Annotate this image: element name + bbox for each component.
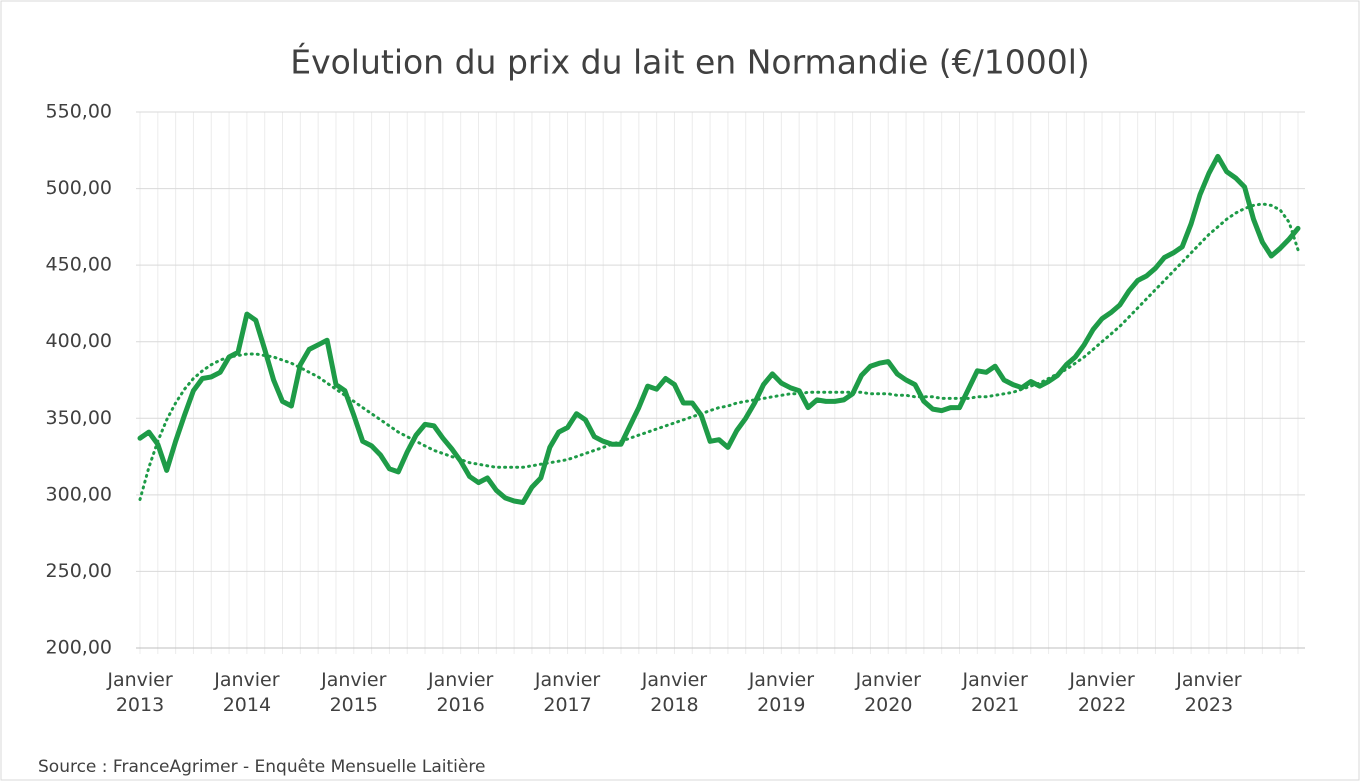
x-tick-label-line: Janvier [961, 669, 1028, 691]
x-tick-label-line: 2021 [971, 694, 1019, 716]
y-tick-label: 450,00 [46, 254, 112, 276]
x-tick-label: Janvier 2017 [534, 669, 601, 716]
x-tick-label: Janvier 2014 [213, 669, 280, 716]
x-tick-label: Janvier 2013 [106, 669, 173, 716]
y-tick-label: 250,00 [46, 560, 112, 582]
x-tick-label: Janvier 2023 [1175, 669, 1242, 716]
x-tick-label-line: Janvier [1175, 669, 1242, 691]
chart-title: Évolution du prix du lait en Normandie (… [290, 42, 1090, 82]
x-tick-label-line: 2023 [1185, 694, 1233, 716]
x-tick-label-line: Janvier [213, 669, 280, 691]
x-tick-label-line: Janvier [320, 669, 387, 691]
x-tick-label-line: 2019 [757, 694, 805, 716]
x-tick-label: Janvier 2021 [961, 669, 1028, 716]
x-tick-label: Janvier 2016 [427, 669, 494, 716]
x-tick-label-line: Janvier [106, 669, 173, 691]
data-line [137, 153, 1301, 505]
x-tick-label-line: 2014 [223, 694, 271, 716]
x-tick-label-line: Janvier [427, 669, 494, 691]
x-tick-label-line: Janvier [855, 669, 922, 691]
x-tick-label-line: 2015 [330, 694, 378, 716]
x-tick-label-line: 2018 [650, 694, 698, 716]
x-tick-label: Janvier 2020 [855, 669, 922, 716]
y-tick-label: 200,00 [46, 637, 112, 659]
x-tick-label-line: Janvier [534, 669, 601, 691]
x-tick-label: Janvier 2018 [641, 669, 708, 716]
x-tick-label-line: 2016 [436, 694, 484, 716]
y-tick-label: 500,00 [46, 177, 112, 199]
y-tick-label: 300,00 [46, 483, 112, 505]
x-tick-label-line: Janvier [1068, 669, 1135, 691]
x-tick-label-line: 2020 [864, 694, 912, 716]
trend-line [138, 202, 1300, 501]
x-tick-label: Janvier 2019 [748, 669, 815, 716]
y-tick-label: 350,00 [46, 407, 112, 429]
x-tick-label-line: Janvier [641, 669, 708, 691]
y-tick-label: 400,00 [46, 330, 112, 352]
x-tick-label-line: 2013 [116, 694, 164, 716]
x-tick-label-line: 2017 [543, 694, 591, 716]
x-tick-label: Janvier 2015 [320, 669, 387, 716]
x-tick-label-line: 2022 [1078, 694, 1126, 716]
x-tick-label: Janvier 2022 [1068, 669, 1135, 716]
x-tick-label-line: Janvier [748, 669, 815, 691]
source-note: Source : FranceAgrimer - Enquête Mensuel… [38, 757, 485, 777]
y-tick-label: 550,00 [46, 101, 112, 123]
